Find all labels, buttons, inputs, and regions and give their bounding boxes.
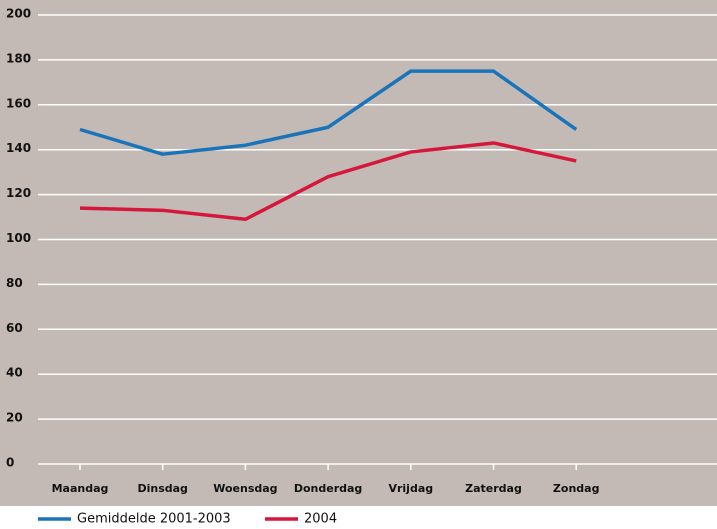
x-tick-label: Vrijdag bbox=[388, 482, 433, 495]
y-tick-label: 100 bbox=[6, 231, 31, 245]
series-line bbox=[79, 141, 577, 222]
x-tick-label: Woensdag bbox=[213, 482, 277, 495]
y-tick-label: 180 bbox=[6, 51, 31, 65]
plot-background bbox=[0, 0, 717, 506]
y-tick-label: 60 bbox=[6, 321, 23, 335]
x-tick-label: Donderdag bbox=[294, 482, 362, 495]
legend-label: Gemiddelde 2001-2003 bbox=[77, 512, 231, 527]
y-tick-label: 200 bbox=[6, 7, 31, 21]
legend-label: 2004 bbox=[304, 512, 337, 527]
y-tick-label: 0 bbox=[6, 456, 14, 470]
y-tick-label: 120 bbox=[6, 186, 31, 200]
y-tick-label: 140 bbox=[6, 141, 31, 155]
series-line bbox=[79, 69, 578, 156]
x-tick-label: Maandag bbox=[52, 482, 109, 495]
x-tick-label: Dinsdag bbox=[137, 482, 187, 495]
y-tick-label: 160 bbox=[6, 96, 31, 110]
y-tick-label: 20 bbox=[6, 411, 23, 425]
x-tick-label: Zaterdag bbox=[465, 482, 522, 495]
x-tick-label: Zondag bbox=[553, 482, 600, 495]
y-tick-label: 80 bbox=[6, 276, 23, 290]
y-tick-label: 40 bbox=[6, 366, 23, 380]
